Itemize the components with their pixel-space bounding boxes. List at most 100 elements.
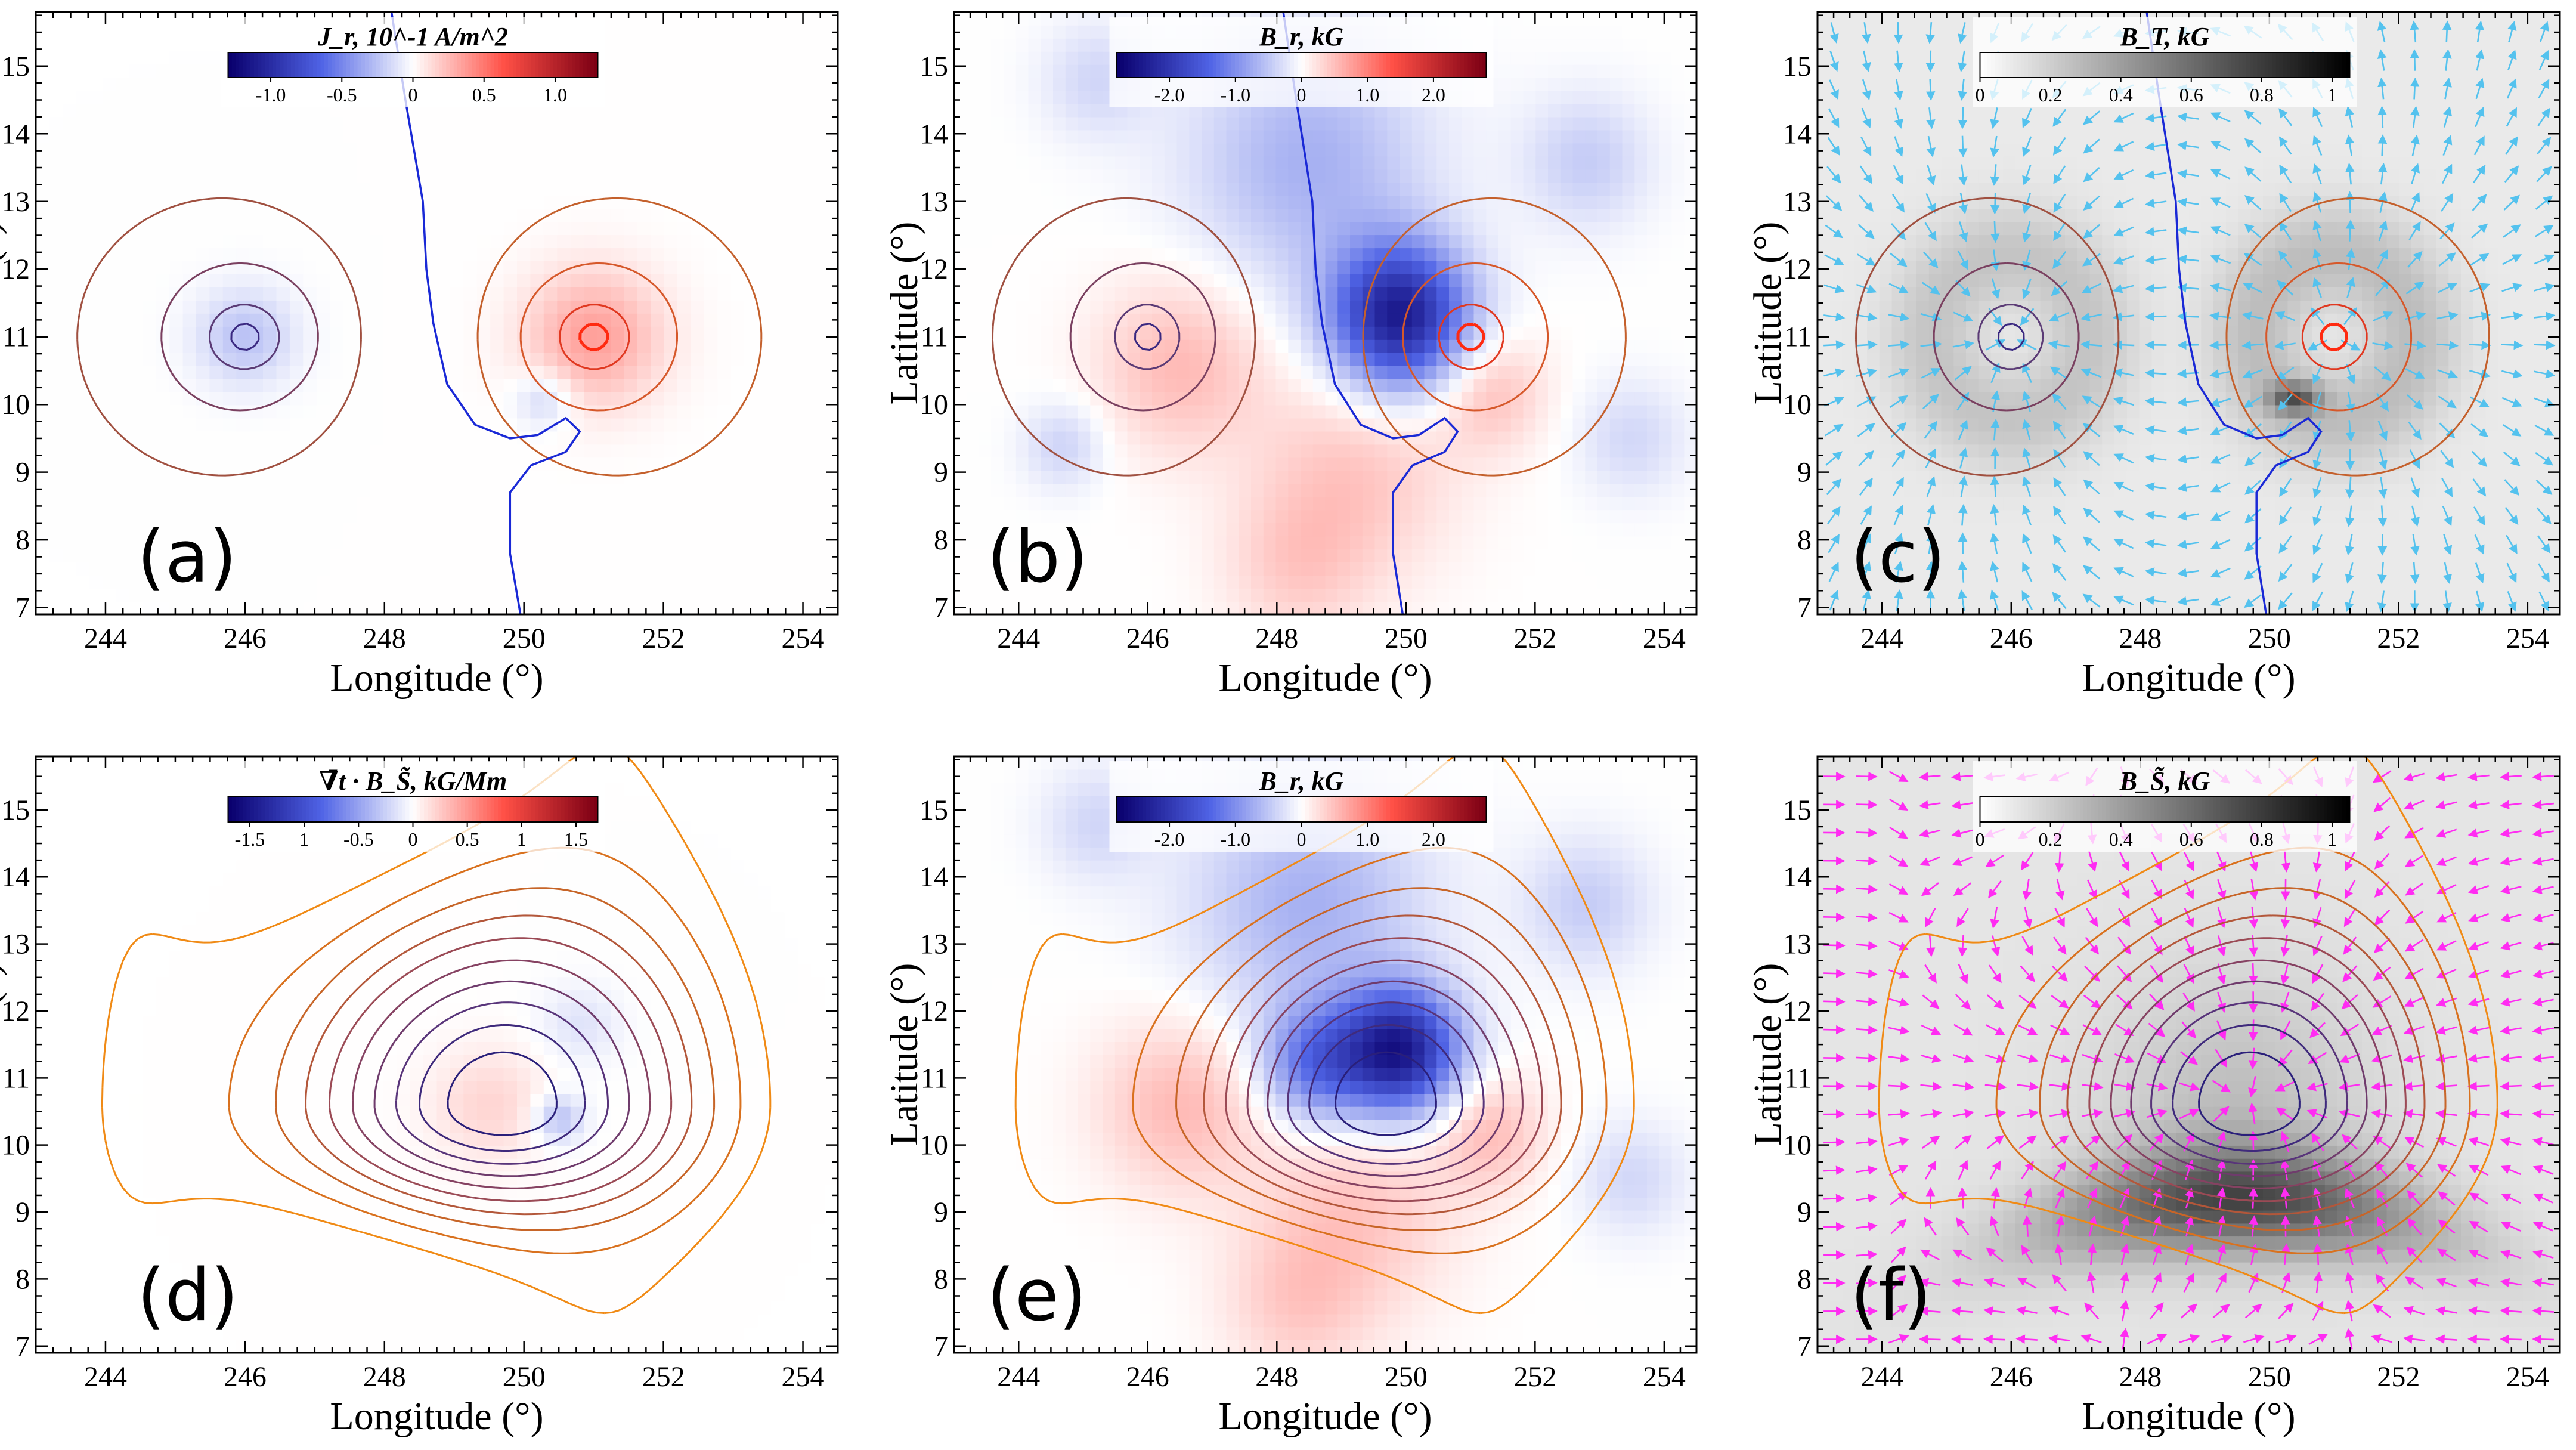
- heatmap-cell: [517, 496, 531, 511]
- heatmap-cell: [1103, 287, 1116, 301]
- heatmap-cell: [730, 143, 745, 157]
- heatmap-cell: [1275, 536, 1289, 550]
- heatmap-cell: [1647, 431, 1660, 445]
- heatmap-cell: [476, 496, 491, 511]
- heatmap-cell: [651, 38, 665, 52]
- heatmap-cell: [1498, 457, 1512, 471]
- heatmap-cell: [1202, 457, 1215, 471]
- heatmap-cell: [757, 156, 772, 170]
- heatmap-cell: [811, 116, 825, 131]
- heatmap-cell: [811, 601, 825, 614]
- heatmap-cell: [1585, 274, 1598, 287]
- heatmap-cell: [1486, 221, 1499, 236]
- heatmap-cell: [303, 261, 317, 274]
- heatmap-cell: [330, 483, 344, 497]
- heatmap-cell: [289, 169, 304, 183]
- heatmap-cell: [1411, 208, 1425, 222]
- heatmap-cell: [410, 588, 424, 602]
- heatmap-cell: [1436, 365, 1450, 379]
- heatmap-cell: [316, 313, 330, 327]
- heatmap-cell: [1041, 470, 1054, 484]
- heatmap-cell: [249, 326, 264, 340]
- heatmap-cell: [89, 326, 103, 340]
- heatmap-cell: [597, 274, 611, 287]
- heatmap-cell: [1350, 483, 1363, 497]
- heatmap-cell: [717, 444, 732, 458]
- heatmap-cell: [156, 601, 170, 614]
- heatmap-cell: [316, 221, 330, 236]
- heatmap-cell: [1473, 208, 1487, 222]
- heatmap-cell: [651, 156, 665, 170]
- heatmap-cell: [76, 483, 90, 497]
- heatmap-cell: [370, 143, 384, 157]
- heatmap-cell: [236, 248, 250, 261]
- heatmap-cell: [1041, 352, 1054, 366]
- heatmap-cell: [222, 536, 237, 550]
- heatmap-cell: [1634, 404, 1648, 419]
- heatmap-cell: [1449, 221, 1462, 236]
- heatmap-cell: [289, 418, 304, 432]
- heatmap-cell: [1288, 418, 1301, 432]
- heatmap-cell: [1387, 457, 1400, 471]
- heatmap-cell: [757, 116, 772, 131]
- heatmap-cell: [784, 378, 798, 392]
- heatmap-cell: [1424, 470, 1438, 484]
- heatmap-cell: [196, 77, 210, 91]
- heatmap-cell: [62, 352, 76, 366]
- heatmap-cell: [1510, 261, 1524, 274]
- heatmap-cell: [236, 457, 250, 471]
- heatmap-cell: [103, 234, 117, 249]
- heatmap-cell: [1288, 549, 1301, 562]
- heatmap-cell: [704, 51, 718, 65]
- heatmap-cell: [1486, 287, 1499, 301]
- heatmap-cell: [797, 116, 812, 131]
- heatmap-cell: [1684, 326, 1696, 340]
- heatmap-cell: [1634, 195, 1648, 209]
- heatmap-cell: [1251, 536, 1264, 550]
- heatmap-cell: [436, 575, 451, 589]
- heatmap-cell: [1004, 562, 1017, 576]
- heatmap-cell: [370, 444, 384, 458]
- heatmap-cell: [570, 536, 584, 550]
- heatmap-cell: [343, 221, 357, 236]
- heatmap-cell: [1065, 470, 1079, 484]
- heatmap-cell: [1585, 378, 1598, 392]
- heatmap-cell: [811, 221, 825, 236]
- heatmap-cell: [570, 169, 584, 183]
- heatmap-cell: [1436, 588, 1450, 602]
- heatmap-cell: [557, 601, 571, 614]
- heatmap-cell: [1560, 496, 1574, 511]
- heatmap-cell: [1622, 248, 1636, 261]
- heatmap-cell: [249, 536, 264, 550]
- heatmap-cell: [1609, 470, 1623, 484]
- heatmap-cell: [1301, 287, 1314, 301]
- heatmap-cell: [343, 326, 357, 340]
- heatmap-cell: [303, 129, 317, 144]
- heatmap-cell: [1486, 457, 1499, 471]
- heatmap-cell: [330, 365, 344, 379]
- heatmap-cell: [196, 156, 210, 170]
- heatmap-cell: [1647, 391, 1660, 406]
- colorbar-swatch: [369, 52, 373, 78]
- heatmap-cell: [1226, 444, 1240, 458]
- colorbar-swatch: [524, 52, 528, 78]
- heatmap-cell: [116, 404, 130, 419]
- heatmap-cell: [1461, 523, 1475, 537]
- heatmap-cell: [1350, 391, 1363, 406]
- heatmap-cell: [1053, 404, 1066, 419]
- heatmap-cell: [1659, 352, 1673, 366]
- heatmap-cell: [651, 77, 665, 91]
- heatmap-cell: [1671, 404, 1685, 419]
- heatmap-cell: [1239, 365, 1252, 379]
- heatmap-cell: [357, 300, 371, 314]
- heatmap-cell: [824, 365, 838, 379]
- heatmap-cell: [103, 274, 117, 287]
- heatmap-cell: [1176, 523, 1190, 537]
- heatmap-cell: [1127, 221, 1141, 236]
- heatmap-cell: [1486, 496, 1499, 511]
- heatmap-cell: [249, 169, 264, 183]
- heatmap-cell: [1004, 509, 1017, 524]
- heatmap-cell: [343, 169, 357, 183]
- heatmap-cell: [343, 208, 357, 222]
- heatmap-cell: [1127, 418, 1141, 432]
